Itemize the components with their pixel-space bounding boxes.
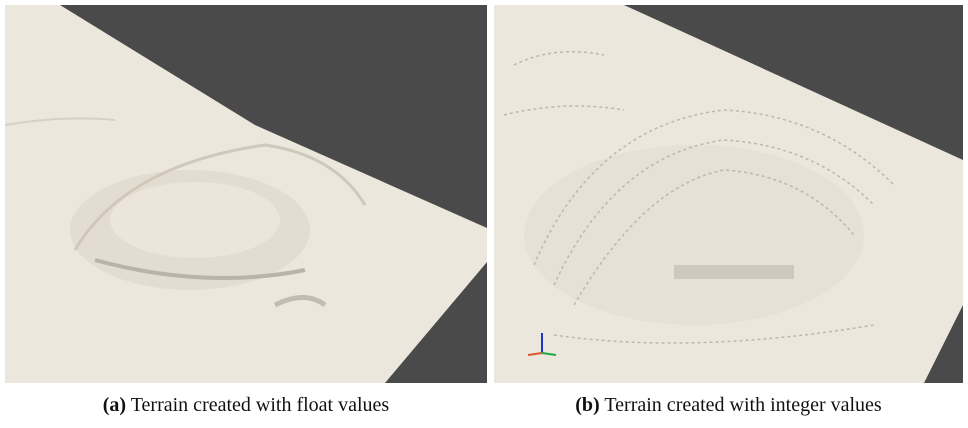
terrain-image-float	[5, 5, 487, 383]
caption-label: (a)	[103, 394, 126, 416]
hill-top	[110, 182, 280, 258]
shadow	[674, 265, 794, 279]
caption-a: (a) Terrain created with float values	[5, 394, 487, 417]
terrain-image-integer	[494, 5, 963, 383]
caption-text: Terrain created with integer values	[604, 394, 881, 416]
hill	[524, 145, 864, 325]
caption-b: (b) Terrain created with integer values	[494, 394, 963, 417]
caption-label: (b)	[575, 394, 599, 416]
caption-text: Terrain created with float values	[131, 394, 389, 416]
page: (a) Terrain created with float values (b…	[0, 0, 968, 428]
